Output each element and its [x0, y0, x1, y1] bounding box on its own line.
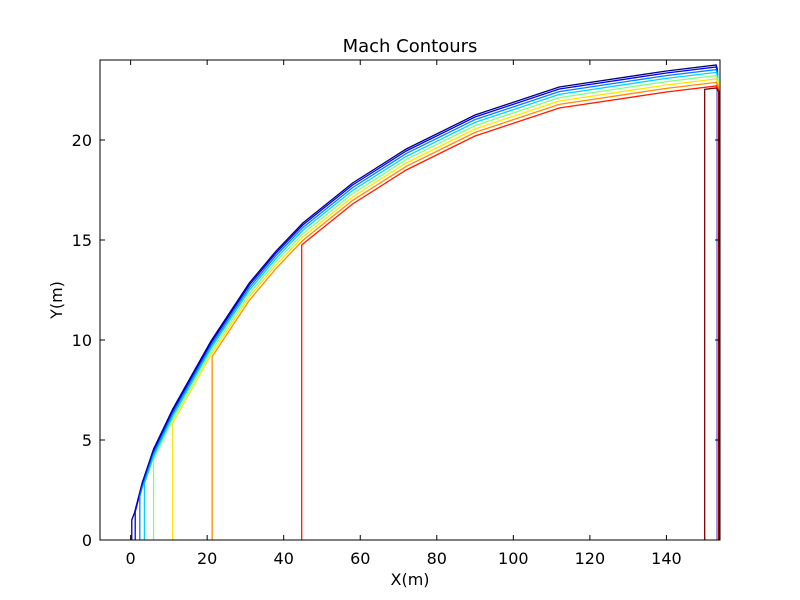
y-tick-label: 20: [72, 131, 92, 150]
contour-line-5: [152, 74, 719, 540]
y-tick-label: 15: [72, 231, 92, 250]
plot-frame: [99, 59, 721, 541]
chart-title: Mach Contours: [343, 36, 478, 57]
x-axis-label: X(m): [390, 570, 429, 589]
plot-area: [131, 64, 720, 540]
contour-line-4: [143, 71, 719, 540]
contour-line-3: [139, 68, 719, 540]
contour-line-7: [211, 81, 720, 540]
contour-line-9: [704, 87, 720, 540]
contour-line-1: [131, 64, 718, 540]
x-tick-label: 40: [274, 549, 294, 568]
y-tick-label: 10: [72, 331, 92, 350]
y-tick-label: 0: [82, 531, 92, 550]
x-tick-label: 80: [427, 549, 447, 568]
x-tick-label: 60: [350, 549, 370, 568]
axis-ticks: 0 20 40 60 80 100 120 140 0 5 10 15 20: [72, 60, 720, 568]
x-tick-label: 120: [575, 549, 606, 568]
contour-line-8: [301, 85, 720, 540]
x-tick-label: 100: [498, 549, 529, 568]
y-axis-label: Y(m): [47, 281, 66, 320]
x-tick-label: 20: [197, 549, 217, 568]
x-tick-label: 0: [126, 549, 136, 568]
contour-line-6: [172, 78, 719, 540]
contour-line-2: [134, 66, 719, 540]
y-tick-label: 5: [82, 431, 92, 450]
x-tick-label: 140: [651, 549, 682, 568]
